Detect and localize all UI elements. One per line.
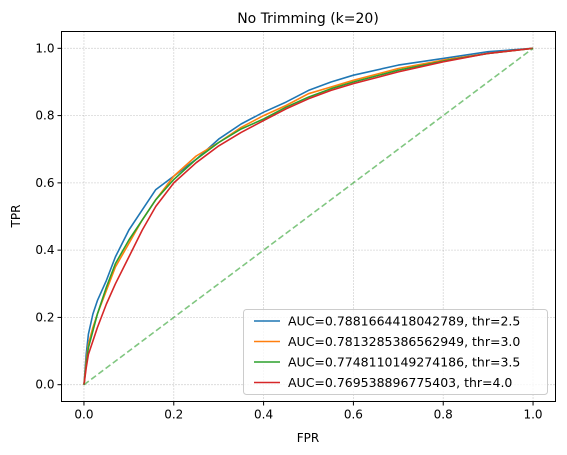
y-tick-label: 0.2 xyxy=(35,310,54,324)
diagonal-reference-line xyxy=(83,47,534,386)
legend-label-3: AUC=0.7748110149274186, thr=3.5 xyxy=(288,355,520,370)
x-tick-label: 0.8 xyxy=(434,408,453,422)
x-tick-label: 0.0 xyxy=(74,408,93,422)
plot-frame xyxy=(61,31,556,402)
y-axis-label: TPR xyxy=(9,205,23,229)
x-tick-label: 0.6 xyxy=(344,408,363,422)
x-tick-label: 0.2 xyxy=(164,408,183,422)
legend: AUC=0.7881664418042789, thr=2.5 AUC=0.781… xyxy=(243,309,548,395)
y-tick-label: 0.4 xyxy=(35,243,54,257)
x-tick-label: 0.4 xyxy=(254,408,273,422)
roc-line-3 xyxy=(83,47,534,385)
axis-ticks: 0.0 0.2 0.4 0.6 0.8 1.0 0.0 0.2 0.4 0.6 0.8 1.0 xyxy=(35,41,542,421)
legend-box xyxy=(243,309,548,395)
legend-label-2: AUC=0.7813285386562949, thr=3.0 xyxy=(288,334,520,349)
x-axis-label: FPR xyxy=(297,431,319,445)
y-tick-label: 0.0 xyxy=(35,378,54,392)
x-tick-label: 1.0 xyxy=(523,408,542,422)
y-tick-label: 1.0 xyxy=(35,41,54,55)
legend-label-4: AUC=0.769538896775403, thr=4.0 xyxy=(288,375,512,390)
legend-label-1: AUC=0.7881664418042789, thr=2.5 xyxy=(288,314,520,329)
roc-line-4 xyxy=(83,47,534,385)
y-tick-label: 0.6 xyxy=(35,176,54,190)
chart-title: No Trimming (k=20) xyxy=(237,11,379,27)
series-lines xyxy=(83,47,534,386)
y-tick-label: 0.8 xyxy=(35,109,54,123)
